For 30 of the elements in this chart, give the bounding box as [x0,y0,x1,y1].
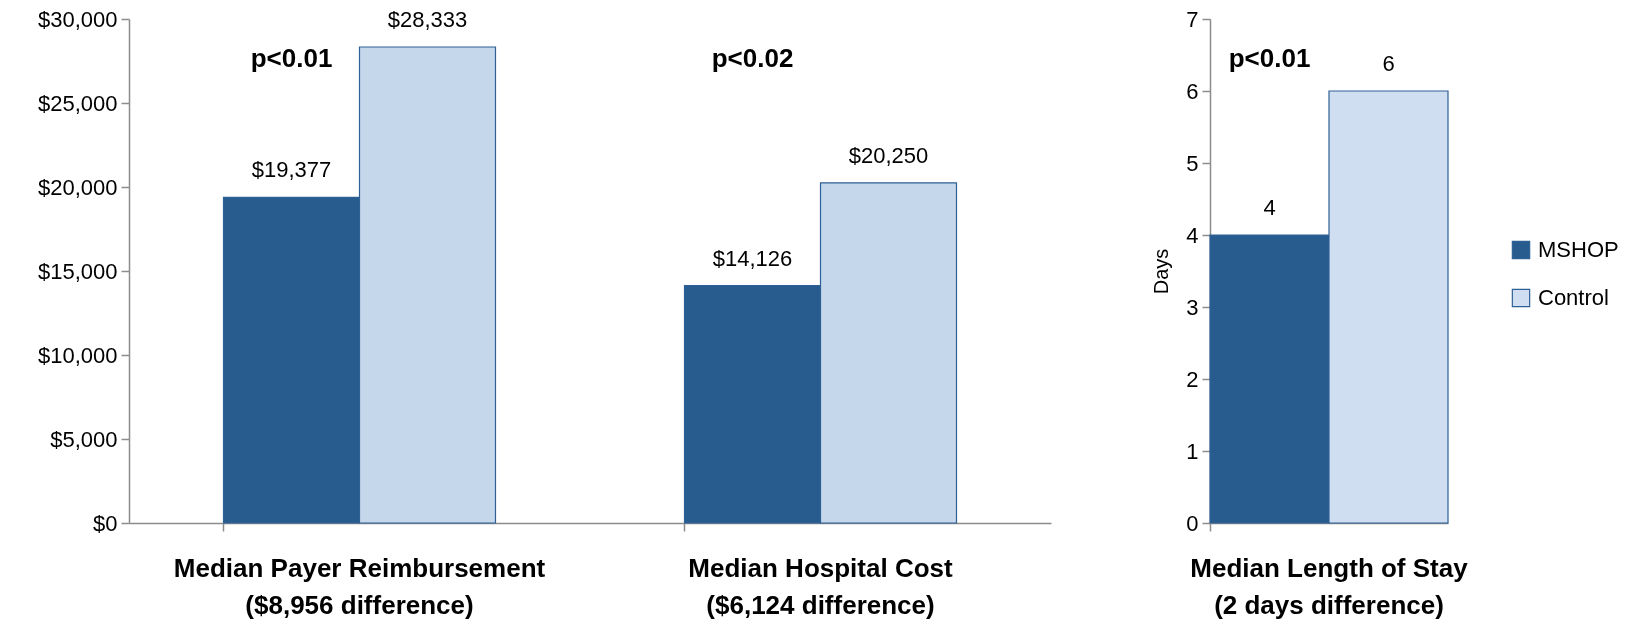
legend-label: MSHOP [1538,237,1619,262]
x-tick-label: Median Payer Reimbursement ($8,956 difference) [173,552,546,620]
annotation: p<0.01 [1228,43,1311,74]
y-tick-label: 7 [1186,6,1199,32]
y-tick-label: $20,000 [37,174,118,200]
y-tick-label: 2 [1186,366,1199,392]
y-tick-label: $0 [93,510,118,536]
data-label: $14,126 [712,245,793,271]
x-tick-label: Median Length of Stay (2 days difference) [1190,552,1469,620]
y-tick-label: 5 [1186,150,1199,176]
data-label: $20,250 [848,142,929,168]
y-tick-label: $15,000 [37,258,118,284]
data-label: 6 [1382,51,1395,76]
y-tick-label: 3 [1186,294,1199,320]
y-tick-label: $25,000 [37,90,118,116]
y-axis-title: Days [1150,248,1173,295]
y-tick-label: $30,000 [37,6,118,32]
y-tick-label: $10,000 [37,342,118,368]
annotation: p<0.01 [250,43,333,74]
y-tick-label: 6 [1186,78,1199,104]
y-tick-label: $5,000 [50,426,118,452]
x-tick-label: Median Hospital Cost ($6,124 difference) [688,552,954,620]
data-label: $19,377 [251,157,332,183]
data-label: 4 [1263,195,1276,220]
annotation: p<0.02 [711,43,794,74]
data-label: $28,333 [387,7,468,33]
legend-label: Control [1538,285,1609,310]
y-tick-label: 0 [1186,510,1199,536]
y-tick-label: 1 [1186,438,1199,464]
y-tick-label: 4 [1186,222,1199,248]
